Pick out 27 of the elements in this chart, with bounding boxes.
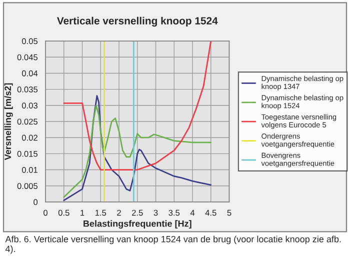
x-tick-label: 5 — [227, 210, 232, 216]
x-tick-label: 0 — [44, 210, 48, 216]
x-tick-label: 4.5 — [205, 210, 216, 216]
x-tick-label: 0.5 — [58, 210, 70, 216]
x-axis-title: Belastingsfrequentie [Hz] — [84, 220, 192, 229]
x-tick-label: 2.5 — [132, 210, 143, 216]
chart-title: Verticale versnelling knoop 1524 — [56, 16, 218, 27]
y-tick-label: 0.01 — [22, 166, 38, 173]
y-tick-label: 0.015 — [17, 150, 38, 157]
y-tick-label: 0.02 — [22, 134, 38, 141]
y-tick-label: 0.025 — [17, 118, 38, 125]
x-tick-label: 1.5 — [95, 210, 106, 216]
x-tick-label: 3.5 — [168, 210, 180, 216]
y-tick-label: 0.035 — [17, 86, 38, 92]
y-tick-label: 0.03 — [22, 102, 38, 109]
y-tick-label: 0.04 — [22, 70, 38, 76]
y-tick-label: 0.045 — [17, 54, 38, 60]
y-tick-label: 0.05 — [22, 38, 38, 44]
x-tick-label: 4 — [190, 210, 195, 216]
y-axis-title: Versnelling [m/s2] — [4, 83, 13, 160]
line-series — [63, 41, 212, 170]
y-tick-label: 0.005 — [17, 183, 38, 189]
x-tick-label: 3 — [154, 210, 158, 216]
text: Afb. 6. Verticale versnelling van knoop 1524 van de brug (voor locatie knoop zie afb. 4). — [5, 236, 341, 254]
x-tick-label: 1 — [80, 210, 84, 216]
x-tick-label: 2 — [117, 210, 121, 216]
y-tick-label: 0 — [34, 199, 38, 206]
